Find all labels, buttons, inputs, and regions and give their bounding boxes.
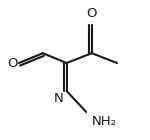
- Text: N: N: [54, 92, 64, 105]
- Text: NH₂: NH₂: [92, 115, 117, 128]
- Text: O: O: [87, 7, 97, 20]
- Text: O: O: [7, 57, 18, 69]
